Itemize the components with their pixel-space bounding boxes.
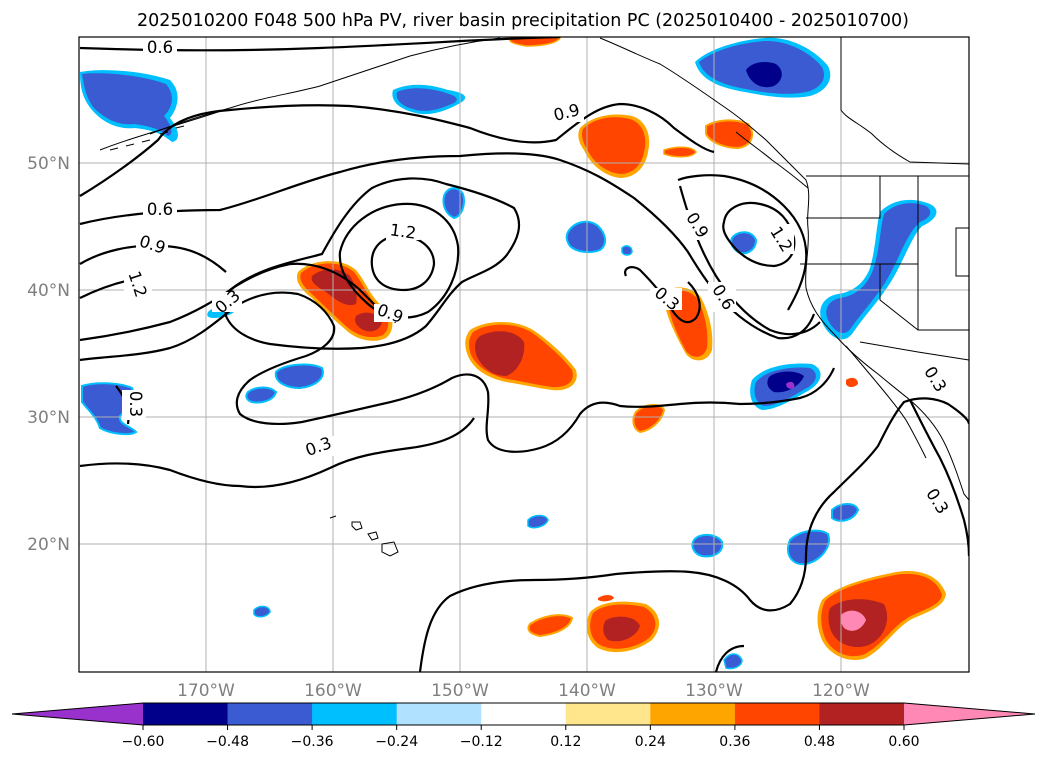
map-frame [78, 36, 970, 673]
colorbar-segment [481, 703, 567, 725]
map-content: 0.6 0.6 0.9 1.2 0.3 1.2 0.9 0.9 0.3 0.9 [79, 37, 969, 672]
colorbar-tick-label: 0.12 [550, 734, 581, 750]
pos-region-small-strip [663, 146, 697, 158]
contour-0.3-east-edge [909, 399, 969, 557]
lon-tick-label: 170°W [177, 681, 235, 701]
pos-region-south-a-core [603, 616, 640, 642]
pos-region-south-c [598, 595, 614, 602]
pos-region-southeast-peak [840, 610, 866, 631]
state-border-az [917, 227, 969, 330]
lat-tick-label: 50°N [27, 154, 70, 174]
colorbar: −0.60 −0.48 −0.36 −0.24 −0.12 0.12 0.24 0.36 0.4… [11, 702, 1036, 750]
mexico-border [859, 341, 969, 361]
colorbar-ticks: −0.60 −0.48 −0.36 −0.24 −0.12 0.12 0.24 0.36 0.4… [122, 725, 920, 750]
neg-region-south-a [691, 534, 724, 558]
contour-label: 0.6 [147, 38, 173, 57]
colorbar-segment [143, 703, 229, 725]
colorbar-segment [650, 703, 736, 725]
alaska-peninsula [99, 109, 225, 151]
colorbar-tick-label: −0.12 [460, 734, 503, 750]
contour-0.9-north-arc [79, 102, 715, 197]
baja-coast [845, 345, 927, 459]
state-border-nv [879, 264, 969, 331]
lon-tick-label: 150°W [431, 681, 489, 701]
latitude-ticks: 50°N 40°N 30°N 20°N [27, 154, 70, 555]
contour-0.3-main [79, 291, 836, 453]
contour-label: 0.3 [126, 391, 145, 417]
neg-region-hawaii-e [527, 514, 549, 529]
contour-0.6-center [224, 177, 521, 350]
pos-region-north-mid [582, 117, 646, 174]
neg-region-south-e [723, 653, 743, 670]
contour-0.9-center [338, 202, 460, 319]
neg-region-ne-pacific-inner [82, 73, 172, 136]
contour-0.3-southeast [418, 397, 969, 672]
pv-contours [79, 37, 969, 672]
alaska-coast [149, 37, 501, 135]
colorbar-segment [565, 703, 651, 725]
colorbar-segment [312, 703, 398, 725]
colorbar-tick-label: 0.48 [804, 734, 835, 750]
colorbar-tick-label: −0.60 [122, 734, 165, 750]
neg-region-baja-purple [786, 381, 795, 389]
colorbar-tick-label: −0.24 [375, 734, 418, 750]
neg-region-baja-core [767, 371, 804, 393]
colorbar-segment [227, 703, 313, 725]
pos-region-bc-coast [705, 119, 754, 150]
neg-region-south-d [253, 605, 271, 618]
colorbar-extend-low [12, 703, 143, 725]
colorbar-segment [734, 703, 820, 725]
colorbar-segments [143, 703, 905, 725]
lat-tick-label: 40°N [27, 281, 70, 301]
colorbar-tick-label: 0.60 [888, 734, 919, 750]
pos-region-sub-b [846, 377, 858, 387]
negative-pc-shading [80, 37, 937, 670]
pos-region-central-core [475, 331, 525, 376]
neg-region-west-a [274, 363, 324, 390]
pos-region-south-b [527, 614, 574, 638]
colorbar-tick-label: 0.24 [635, 734, 666, 750]
contour-labels: 0.6 0.6 0.9 1.2 0.3 1.2 0.9 0.9 0.3 0.9 [122, 38, 952, 517]
neg-region-california-inner [826, 203, 931, 334]
lon-tick-label: 120°W [812, 681, 870, 701]
contour-0.6-north [79, 37, 561, 52]
neg-region-gulf-inner [396, 88, 457, 111]
contour-1.2-eastern [722, 201, 796, 268]
contour-label: 1.2 [389, 220, 418, 242]
map-panel: 0.6 0.6 0.9 1.2 0.3 1.2 0.9 0.9 0.3 0.9 [78, 36, 970, 673]
aleutian-islands [109, 125, 185, 151]
pos-region-sub-a [632, 404, 666, 434]
figure-title: 2025010200 F048 500 hPa PV, river basin … [137, 11, 909, 31]
alaska-canada-border [840, 37, 969, 165]
bc-islands [735, 131, 809, 189]
hawaii-islands [329, 515, 399, 557]
neg-region-small-a [442, 187, 465, 220]
contour-0.3-south [79, 417, 475, 489]
longitude-ticks: 170°W 160°W 150°W 140°W 130°W 120°W [177, 681, 870, 701]
coastlines [99, 37, 969, 557]
neg-region-small-d [730, 231, 758, 255]
gridlines [79, 37, 969, 672]
colorbar-segment [819, 703, 905, 725]
colorbar-tick-label: −0.48 [206, 734, 249, 750]
lat-tick-label: 20°N [27, 535, 70, 555]
state-border-wa-or [806, 176, 881, 219]
lon-tick-label: 160°W [304, 681, 362, 701]
lon-tick-label: 140°W [558, 681, 616, 701]
colorbar-segment [396, 703, 482, 725]
colorbar-tick-label: 0.36 [719, 734, 750, 750]
neg-region-small-c [621, 245, 633, 256]
neg-region-canada-core [746, 62, 782, 88]
lon-tick-label: 130°W [685, 681, 743, 701]
lat-tick-label: 30°N [27, 408, 70, 428]
neg-region-west-b [245, 386, 278, 404]
colorbar-extend-high [904, 703, 1035, 725]
contour-label: 0.6 [147, 200, 173, 219]
contour-0.3-bottom [714, 644, 745, 672]
colorbar-tick-label: −0.36 [291, 734, 334, 750]
neg-region-small-b [565, 220, 606, 254]
contour-0.9-eastern [677, 174, 808, 311]
